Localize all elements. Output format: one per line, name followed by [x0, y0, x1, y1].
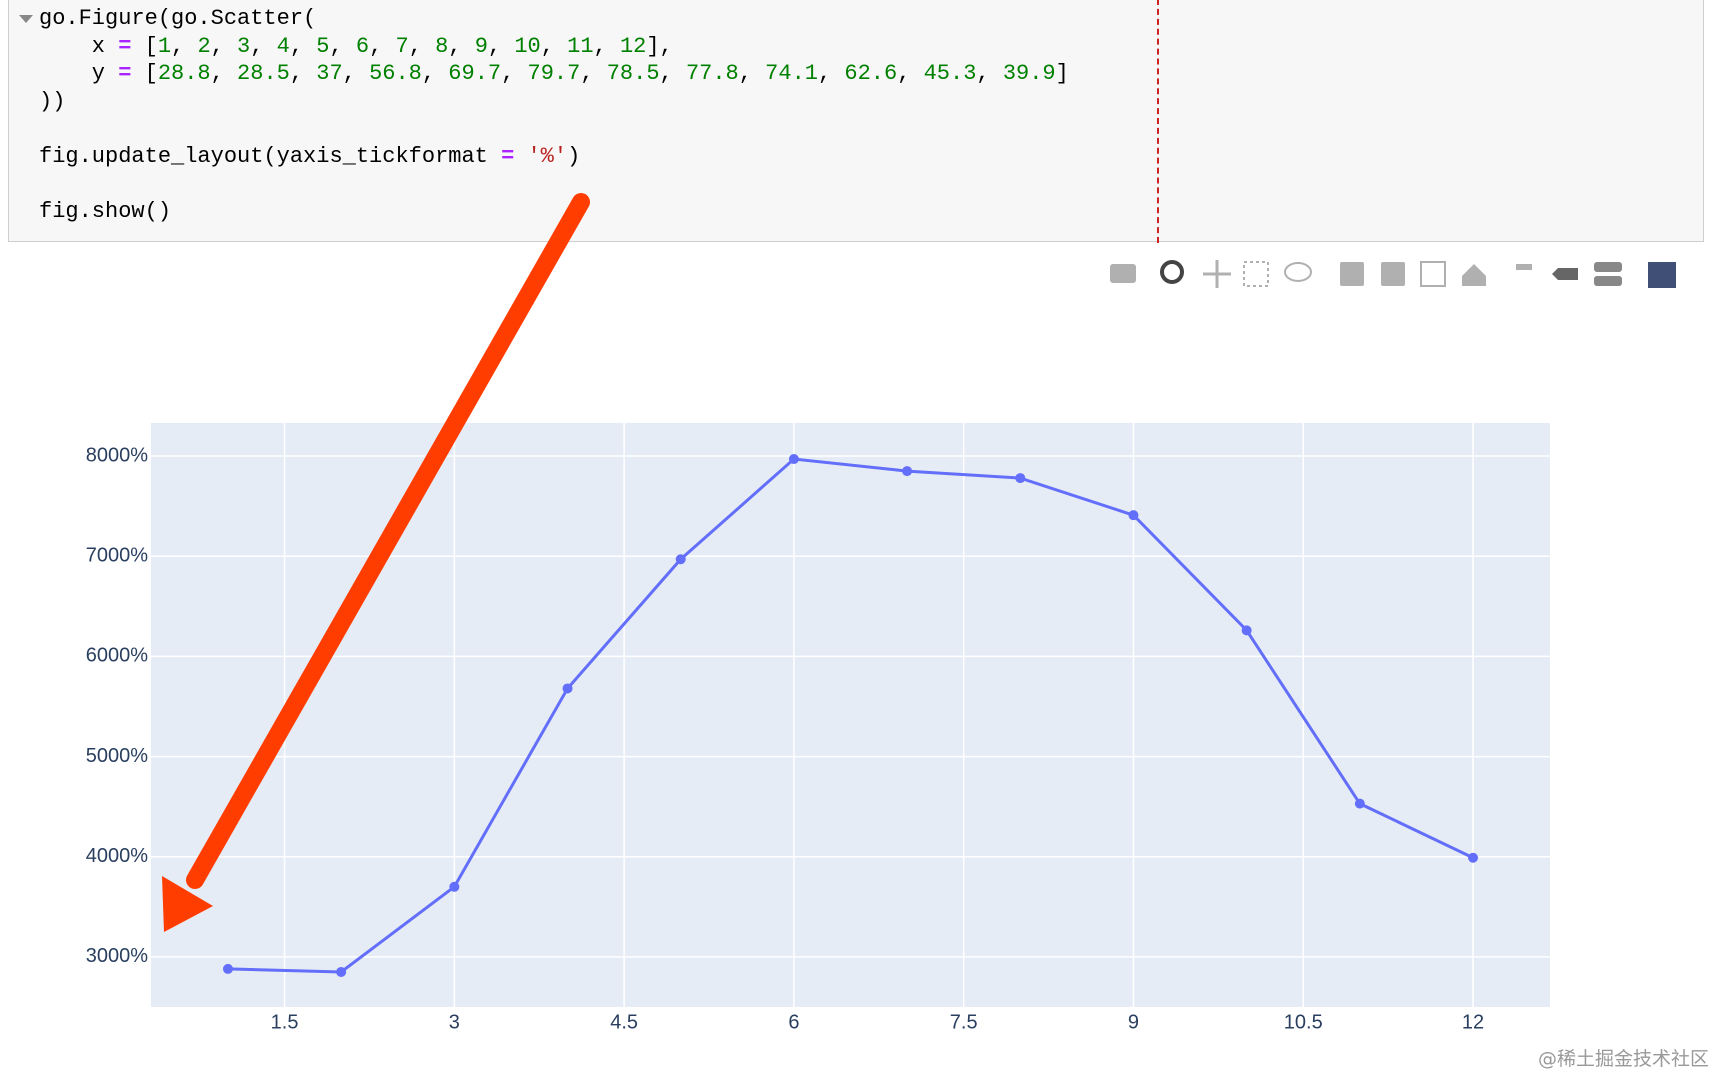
y-tick-label: 4000% — [86, 845, 148, 867]
code-line: y = [28.8, 28.5, 37, 56.8, 69.7, 79.7, 7… — [39, 61, 1069, 86]
code-line: x = [1, 2, 3, 4, 5, 6, 7, 8, 9, 10, 11, … — [39, 33, 673, 59]
line-ruler — [1157, 0, 1159, 243]
zoom-out-icon[interactable] — [1381, 262, 1405, 286]
hover-compare-icon[interactable] — [1594, 262, 1622, 272]
data-point — [902, 466, 913, 477]
data-point — [449, 881, 460, 892]
data-point — [222, 963, 233, 974]
x-tick-label: 7.5 — [950, 1011, 978, 1033]
zoom-in-icon[interactable] — [1340, 262, 1364, 286]
lasso-icon[interactable] — [1284, 262, 1312, 282]
data-point — [788, 454, 799, 465]
zoom-icon[interactable] — [1160, 260, 1184, 284]
data-point — [1015, 473, 1026, 484]
data-point — [1354, 798, 1365, 809]
data-point — [1128, 510, 1139, 521]
x-tick-label: 12 — [1462, 1011, 1484, 1033]
camera-icon[interactable] — [1110, 264, 1136, 283]
data-point — [336, 966, 347, 977]
collapse-toggle[interactable] — [19, 15, 33, 23]
code-line: fig.show() — [39, 198, 172, 224]
plotly-logo[interactable] — [1648, 262, 1676, 288]
code-line: go.Figure(go.Scatter( — [39, 6, 317, 31]
annotation-arrow — [162, 193, 590, 932]
data-point — [562, 683, 573, 694]
data-line — [227, 457, 1474, 974]
data-point — [675, 554, 686, 565]
x-tick-label: 4.5 — [610, 1011, 638, 1033]
code-line: fig.update_layout(yaxis_tickformat = '%'… — [39, 143, 581, 169]
x-tick-label: 1.5 — [271, 1011, 299, 1033]
y-tick-label: 3000% — [86, 945, 148, 967]
data-point — [1241, 625, 1252, 636]
x-tick-label: 6 — [788, 1011, 799, 1033]
y-tick-label: 8000% — [86, 444, 148, 466]
x-tick-label: 10.5 — [1284, 1011, 1323, 1033]
watermark: @稀土掘金技术社区 — [1537, 1048, 1709, 1070]
code-cell[interactable]: go.Figure(go.Scatter( x = [1, 2, 3, 4, 5… — [8, 0, 1704, 243]
y-tick-label: 5000% — [86, 745, 148, 767]
pan-icon[interactable] — [1203, 260, 1231, 288]
code-line: )) — [39, 88, 66, 114]
hover-compare-icon-part — [1594, 276, 1622, 286]
autoscale-icon[interactable] — [1420, 261, 1446, 287]
home-icon[interactable] — [1462, 264, 1486, 286]
y-tick-label: 7000% — [86, 545, 148, 567]
x-tick-label: 3 — [449, 1011, 460, 1033]
arrow-head — [162, 876, 213, 932]
plot-area — [151, 423, 1550, 1007]
data-point — [1468, 852, 1479, 863]
spike-icon[interactable] — [1516, 264, 1532, 270]
modebar — [1110, 260, 1676, 288]
code: go.Figure(go.Scatter( x = [1, 2, 3, 4, 5… — [39, 5, 1069, 225]
hover-closest-icon[interactable] — [1552, 268, 1578, 280]
y-tick-label: 6000% — [86, 645, 148, 667]
x-tick-label: 9 — [1128, 1011, 1139, 1033]
select-icon[interactable] — [1243, 261, 1269, 287]
arrow-shaft — [186, 193, 590, 889]
